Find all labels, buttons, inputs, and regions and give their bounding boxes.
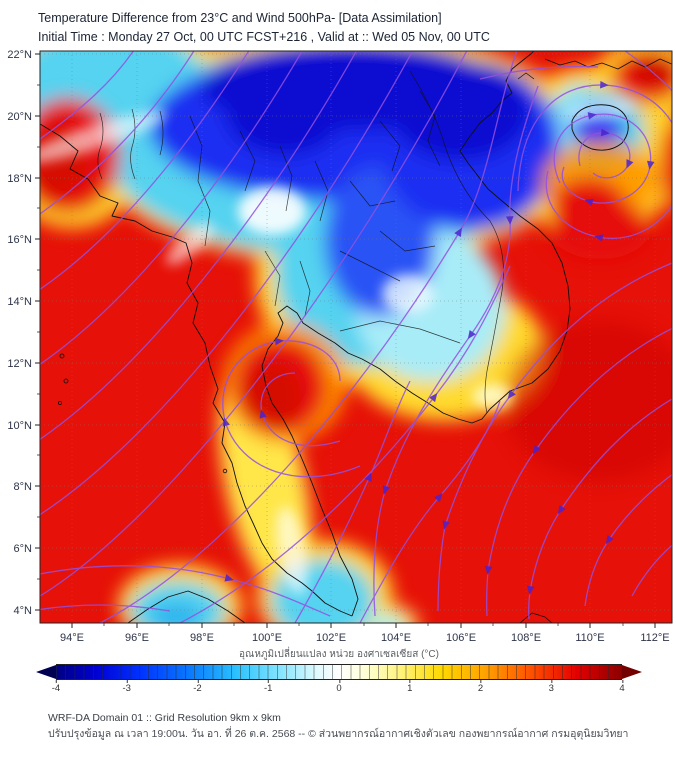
y-axis-tick: 10°N xyxy=(7,420,32,432)
weather-map: 22°N 20°N 18°N 16°N 14°N 12°N 10°N 8°N 6… xyxy=(7,49,673,644)
x-axis-tick: 106°E xyxy=(446,632,476,644)
colorbar-tick: -1 xyxy=(264,679,273,694)
y-axis-tick: 18°N xyxy=(7,173,32,185)
colorbar-tick: 0 xyxy=(336,679,342,694)
y-axis-tick: 6°N xyxy=(14,543,33,555)
temperature-field xyxy=(40,50,672,623)
footer: WRF-DA Domain 01 :: Grid Resolution 9km … xyxy=(48,710,676,743)
gridlines xyxy=(40,50,672,623)
colorbar-tick: -4 xyxy=(51,679,61,694)
colorbar-left-arrow xyxy=(36,664,56,679)
y-axis-tick: 16°N xyxy=(7,234,32,246)
map-subtitle: Initial Time : Monday 27 Oct, 00 UTC FCS… xyxy=(38,29,490,44)
update-info: ปรับปรุงข้อมูล ณ เวลา 19:00น. วัน อา. ที… xyxy=(48,727,629,740)
y-axis-tick: 8°N xyxy=(14,481,33,493)
colorbar-tick: 2 xyxy=(477,679,484,694)
x-axis-tick: 94°E xyxy=(60,632,84,644)
x-axis-tick: 96°E xyxy=(125,632,149,644)
domain-info: WRF-DA Domain 01 :: Grid Resolution 9km … xyxy=(48,711,281,724)
y-axis-tick: 14°N xyxy=(7,296,32,308)
colorbar-tick: -3 xyxy=(122,679,131,694)
colorbar-tick: 3 xyxy=(548,679,554,694)
colorbar-ticks: -4 -3 -2 -1 0 1 2 3 4 xyxy=(52,679,625,696)
colorbar-gradient xyxy=(56,663,622,680)
colorbar-tick: 1 xyxy=(407,679,413,694)
colorbar-right-arrow xyxy=(622,664,642,679)
x-axis-tick: 112°E xyxy=(640,632,669,644)
x-axis-tick: 104°E xyxy=(381,632,411,644)
x-axis-tick: 102°E xyxy=(316,632,346,644)
axis-ticks xyxy=(35,53,656,628)
colorbar-title: อุณหภูมิเปลี่ยนแปลง หน่วย องศาเซลเซียส (… xyxy=(239,648,439,660)
y-axis-tick: 20°N xyxy=(7,111,32,123)
colorbar: อุณหภูมิเปลี่ยนแปลง หน่วย องศาเซลเซียส (… xyxy=(36,647,642,696)
map-border xyxy=(39,50,673,623)
streamlines xyxy=(40,50,672,623)
map-title: Temperature Difference from 23°C and Win… xyxy=(38,11,442,25)
y-axis-tick: 4°N xyxy=(14,605,33,617)
colorbar-tick: -2 xyxy=(193,679,202,694)
y-axis-tick: 12°N xyxy=(7,358,32,370)
y-axis-tick: 22°N xyxy=(7,49,32,61)
x-axis-tick: 110°E xyxy=(575,632,604,644)
colorbar-tick: 4 xyxy=(619,679,625,694)
header: Temperature Difference from 23°C and Win… xyxy=(38,9,676,47)
x-axis-tick: 108°E xyxy=(511,632,541,644)
x-axis-tick: 100°E xyxy=(252,632,282,644)
x-axis-tick: 98°E xyxy=(190,632,214,644)
